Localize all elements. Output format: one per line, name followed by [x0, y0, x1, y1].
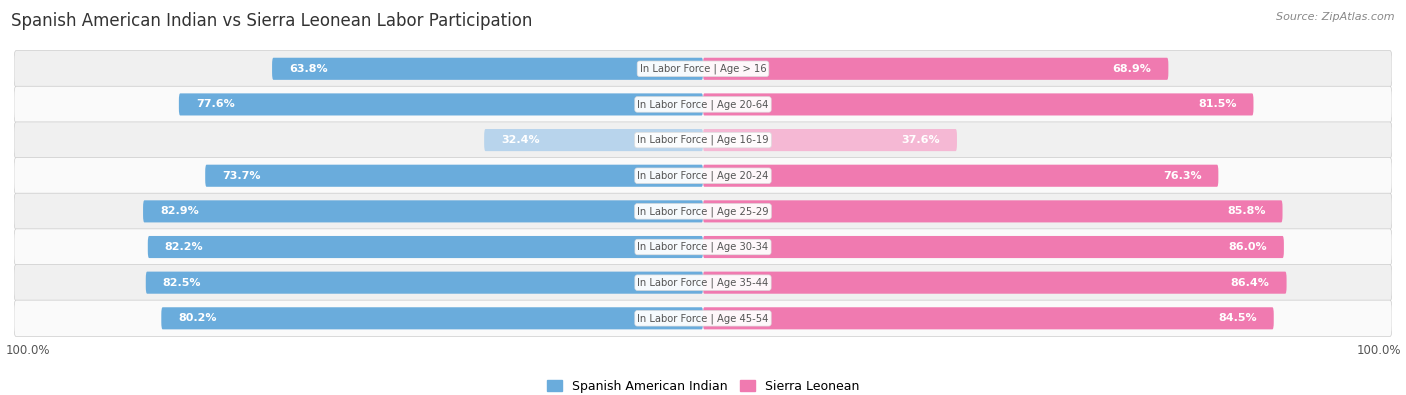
Text: 77.6%: 77.6% [195, 100, 235, 109]
Text: 81.5%: 81.5% [1198, 100, 1237, 109]
Text: Spanish American Indian vs Sierra Leonean Labor Participation: Spanish American Indian vs Sierra Leonea… [11, 12, 533, 30]
FancyBboxPatch shape [703, 165, 1219, 187]
FancyBboxPatch shape [148, 236, 703, 258]
FancyBboxPatch shape [146, 272, 703, 294]
Text: In Labor Force | Age 30-34: In Labor Force | Age 30-34 [637, 242, 769, 252]
FancyBboxPatch shape [14, 158, 1392, 194]
FancyBboxPatch shape [14, 265, 1392, 301]
Legend: Spanish American Indian, Sierra Leonean: Spanish American Indian, Sierra Leonean [541, 375, 865, 395]
Text: Source: ZipAtlas.com: Source: ZipAtlas.com [1277, 12, 1395, 22]
Text: 73.7%: 73.7% [222, 171, 260, 181]
Text: 37.6%: 37.6% [901, 135, 941, 145]
FancyBboxPatch shape [484, 129, 703, 151]
FancyBboxPatch shape [14, 86, 1392, 122]
Text: In Labor Force | Age > 16: In Labor Force | Age > 16 [640, 64, 766, 74]
FancyBboxPatch shape [703, 236, 1284, 258]
Text: In Labor Force | Age 35-44: In Labor Force | Age 35-44 [637, 277, 769, 288]
FancyBboxPatch shape [273, 58, 703, 80]
Text: 82.9%: 82.9% [160, 206, 198, 216]
FancyBboxPatch shape [162, 307, 703, 329]
FancyBboxPatch shape [703, 272, 1286, 294]
Text: 82.2%: 82.2% [165, 242, 204, 252]
FancyBboxPatch shape [703, 129, 957, 151]
Text: 84.5%: 84.5% [1218, 313, 1257, 324]
FancyBboxPatch shape [703, 93, 1254, 115]
Text: 82.5%: 82.5% [163, 278, 201, 288]
Text: In Labor Force | Age 25-29: In Labor Force | Age 25-29 [637, 206, 769, 216]
FancyBboxPatch shape [205, 165, 703, 187]
Text: 86.0%: 86.0% [1229, 242, 1267, 252]
Text: 68.9%: 68.9% [1112, 64, 1152, 74]
FancyBboxPatch shape [703, 58, 1168, 80]
FancyBboxPatch shape [14, 193, 1392, 229]
FancyBboxPatch shape [703, 307, 1274, 329]
Text: 63.8%: 63.8% [290, 64, 328, 74]
Text: 76.3%: 76.3% [1163, 171, 1202, 181]
FancyBboxPatch shape [14, 229, 1392, 265]
FancyBboxPatch shape [14, 122, 1392, 158]
Text: In Labor Force | Age 20-24: In Labor Force | Age 20-24 [637, 171, 769, 181]
Text: 85.8%: 85.8% [1227, 206, 1265, 216]
FancyBboxPatch shape [14, 51, 1392, 87]
Text: In Labor Force | Age 16-19: In Labor Force | Age 16-19 [637, 135, 769, 145]
Text: In Labor Force | Age 45-54: In Labor Force | Age 45-54 [637, 313, 769, 324]
Text: In Labor Force | Age 20-64: In Labor Force | Age 20-64 [637, 99, 769, 110]
FancyBboxPatch shape [143, 200, 703, 222]
FancyBboxPatch shape [179, 93, 703, 115]
Text: 32.4%: 32.4% [501, 135, 540, 145]
FancyBboxPatch shape [14, 300, 1392, 337]
Text: 80.2%: 80.2% [179, 313, 217, 324]
Text: 86.4%: 86.4% [1230, 278, 1270, 288]
FancyBboxPatch shape [703, 200, 1282, 222]
